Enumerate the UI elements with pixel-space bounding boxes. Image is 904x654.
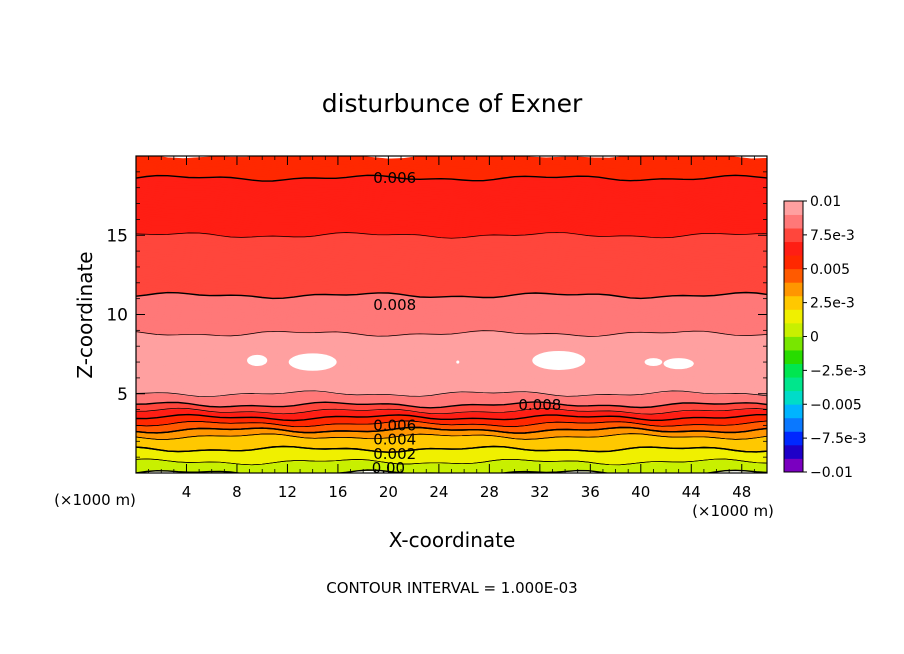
colorbar-tick-label: 0.01 <box>810 194 841 210</box>
x-ticks: 4 8 12 16 20 24 28 32 36 40 44 48 <box>148 156 755 501</box>
colorbar-labels: 0.01 7.5e-3 0.005 2.5e-3 0 −2.5e-3 −0.005 −7.5e… <box>803 194 867 481</box>
colorbar-tick-label: 0 <box>810 330 819 346</box>
colorbar-cell <box>784 444 803 459</box>
colorbar-cell <box>784 336 803 351</box>
local-maximum <box>644 358 663 367</box>
x-tick-label: 4 <box>182 483 192 501</box>
y-ticks: 5 10 15 <box>106 171 767 458</box>
colorbar-tick-label: 2.5e-3 <box>810 296 855 312</box>
contour-label: 0.006 <box>373 416 416 434</box>
x-tick-label: 8 <box>232 483 242 501</box>
colorbar-tick-label: −7.5e-3 <box>810 431 867 447</box>
contour-line <box>136 413 767 422</box>
x-unit-right: (×1000 m) <box>692 502 774 520</box>
colorbar-cell <box>784 228 803 243</box>
x-tick-label: 44 <box>682 483 701 501</box>
colorbar-tick-label: −0.005 <box>810 397 862 413</box>
contour-lines <box>136 174 767 473</box>
contour-line <box>136 291 767 300</box>
colorbar-cell <box>784 417 803 432</box>
colorbar-cell <box>784 295 803 310</box>
colorbar-cell <box>784 268 803 283</box>
local-maximum <box>532 350 586 370</box>
contour-label: 0.004 <box>373 431 416 449</box>
color-band <box>136 156 767 162</box>
colorbar-cell <box>784 214 803 229</box>
contour-line <box>136 445 767 453</box>
x-tick-label: 24 <box>429 483 448 501</box>
x-tick-label: 48 <box>732 483 751 501</box>
contour-label: 0.008 <box>373 296 416 314</box>
contour-label: 0.002 <box>373 445 416 463</box>
contour-line <box>136 420 767 428</box>
contour-interval-note: CONTOUR INTERVAL = 1.000E-03 <box>326 579 577 597</box>
colorbar-cell <box>784 458 803 473</box>
color-bands <box>136 156 767 473</box>
y-axis-label: Z-coordinate <box>73 251 97 378</box>
x-tick-label: 28 <box>480 483 499 501</box>
colorbar-cell <box>784 255 803 270</box>
contour-label: 0.006 <box>373 169 416 187</box>
contour-line <box>136 390 767 398</box>
contour-line <box>136 407 767 415</box>
x-tick-label: 12 <box>278 483 297 501</box>
colorbar-cell <box>784 390 803 405</box>
local-maximum <box>456 360 460 364</box>
x-unit-left: (×1000 m) <box>54 491 136 509</box>
local-maxima <box>247 350 694 371</box>
contour-line <box>136 458 767 466</box>
x-axis-label: X-coordinate <box>389 528 516 552</box>
colorbar-tick-label: 7.5e-3 <box>810 228 855 244</box>
colorbar-cell <box>784 241 803 256</box>
colorbar-tick-label: −0.01 <box>810 465 853 481</box>
x-tick-label: 20 <box>379 483 398 501</box>
x-tick-label: 36 <box>581 483 600 501</box>
colorbar-cell <box>784 282 803 297</box>
colorbar-cell <box>784 431 803 446</box>
contour-label: 0.008 <box>518 396 561 414</box>
contour-line <box>136 330 767 337</box>
colorbar-cell <box>784 404 803 419</box>
local-maximum <box>663 358 694 370</box>
colorbar-tick-label: −2.5e-3 <box>810 363 867 379</box>
chart-title: disturbunce of Exner <box>322 89 583 118</box>
y-tick-label: 10 <box>106 306 128 326</box>
colorbar-cell <box>784 322 803 337</box>
contour-line <box>136 401 767 409</box>
colorbar-tick-label: 0.005 <box>810 262 850 278</box>
colorbar: 0.01 7.5e-3 0.005 2.5e-3 0 −2.5e-3 −0.005 −7.5e… <box>783 194 867 481</box>
y-tick-label: 15 <box>106 226 128 246</box>
contour-line <box>136 433 767 440</box>
y-tick-label: 5 <box>117 385 128 405</box>
x-tick-label: 32 <box>530 483 549 501</box>
colorbar-cell <box>784 363 803 378</box>
colorbar-cells <box>784 201 803 473</box>
colorbar-cell <box>784 201 803 215</box>
contour-line <box>136 426 767 434</box>
colorbar-cell <box>784 377 803 392</box>
contour-line <box>136 174 767 182</box>
contour-line <box>136 231 767 239</box>
colorbar-cell <box>784 350 803 364</box>
local-maximum <box>288 353 337 371</box>
colorbar-cell <box>784 309 803 324</box>
local-maximum <box>247 354 268 367</box>
x-tick-label: 40 <box>631 483 650 501</box>
x-tick-label: 16 <box>328 483 347 501</box>
